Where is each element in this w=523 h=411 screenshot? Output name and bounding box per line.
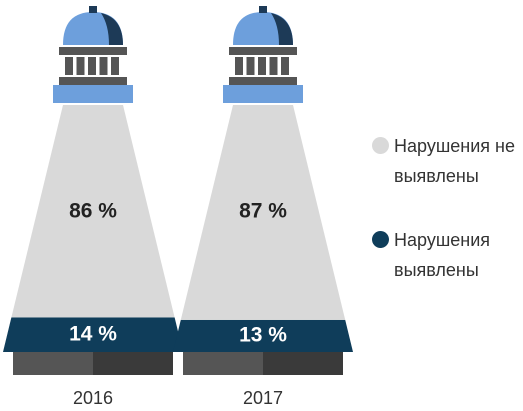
lamp-window xyxy=(99,57,108,75)
bar-segment xyxy=(3,317,183,352)
x-tick-label: 2017 xyxy=(243,388,283,408)
legend-label: Нарушения не выявлены xyxy=(394,136,515,186)
lamp-top xyxy=(259,6,267,13)
lamp-top xyxy=(89,6,97,13)
legend-label: Нарушения выявлены xyxy=(394,230,491,280)
lamp-window xyxy=(235,57,243,75)
lamp-window xyxy=(65,57,73,75)
bar-segment xyxy=(180,105,346,320)
lamp-dome-shade xyxy=(101,13,123,45)
legend-swatch xyxy=(372,137,389,154)
base-right xyxy=(93,352,173,375)
value-label: 14 % xyxy=(69,322,117,345)
lamp-window xyxy=(111,57,119,75)
bar-segment xyxy=(11,105,175,318)
base-left xyxy=(13,352,93,375)
lamp-window xyxy=(246,57,255,75)
lamp-rail-bottom xyxy=(229,77,297,85)
lamp-roof-base xyxy=(223,85,303,103)
value-label: 87 % xyxy=(239,200,287,223)
legend-swatch xyxy=(372,231,389,248)
lamp-window xyxy=(269,57,278,75)
lamp-window xyxy=(76,57,85,75)
base-left xyxy=(183,352,263,375)
lamp-rail xyxy=(229,47,297,55)
lamp-rail-bottom xyxy=(59,77,127,85)
value-label: 13 % xyxy=(239,323,287,346)
value-label: 86 % xyxy=(69,200,117,223)
bar-segment xyxy=(173,319,353,352)
lamp-roof-base xyxy=(53,85,133,103)
lamp-rail xyxy=(59,47,127,55)
lamp-window xyxy=(281,57,289,75)
base-right xyxy=(263,352,343,375)
x-tick-label: 2016 xyxy=(73,388,113,408)
lamp-window xyxy=(258,57,266,75)
lamp-window xyxy=(88,57,96,75)
lamp-dome-shade xyxy=(271,13,293,45)
